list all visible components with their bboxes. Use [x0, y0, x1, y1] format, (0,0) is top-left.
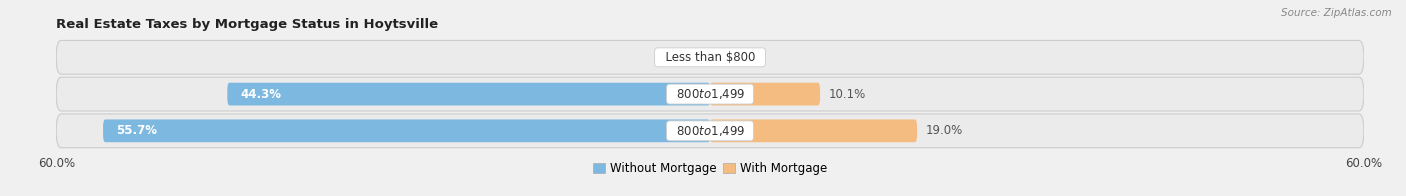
FancyBboxPatch shape: [228, 83, 710, 105]
FancyBboxPatch shape: [710, 83, 820, 105]
FancyBboxPatch shape: [56, 114, 1364, 148]
FancyBboxPatch shape: [56, 77, 1364, 111]
Text: 19.0%: 19.0%: [925, 124, 963, 137]
Text: Real Estate Taxes by Mortgage Status in Hoytsville: Real Estate Taxes by Mortgage Status in …: [56, 18, 439, 31]
Text: Less than $800: Less than $800: [658, 51, 762, 64]
Text: 0.0%: 0.0%: [716, 51, 745, 64]
Legend: Without Mortgage, With Mortgage: Without Mortgage, With Mortgage: [588, 157, 832, 180]
Text: $800 to $1,499: $800 to $1,499: [669, 87, 751, 101]
Text: 0.0%: 0.0%: [675, 51, 704, 64]
FancyBboxPatch shape: [710, 119, 917, 142]
Text: $800 to $1,499: $800 to $1,499: [669, 124, 751, 138]
FancyBboxPatch shape: [103, 119, 710, 142]
Text: Source: ZipAtlas.com: Source: ZipAtlas.com: [1281, 8, 1392, 18]
Text: 44.3%: 44.3%: [240, 88, 281, 101]
Text: 10.1%: 10.1%: [828, 88, 866, 101]
FancyBboxPatch shape: [56, 40, 1364, 74]
Text: 55.7%: 55.7%: [117, 124, 157, 137]
